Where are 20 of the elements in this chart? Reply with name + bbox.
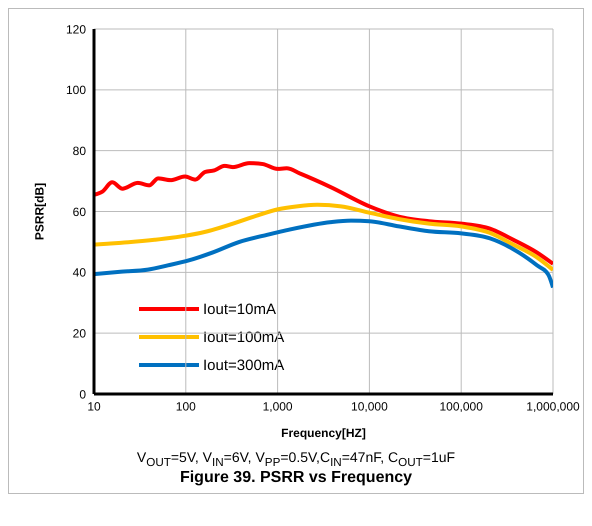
- text: V$_{OUT}$=5V, V$_{IN}$=6V, V$_{PP}$=0.5V,C$_{IN}$=47nF, C$_{OUT}$=1uF: [136, 449, 456, 469]
- x-tick-label: 100: [176, 400, 196, 414]
- x-tick-label: 1,000,000: [526, 400, 580, 414]
- legend-label: Iout=100mA: [203, 328, 284, 346]
- y-tick-label: 80: [72, 144, 86, 158]
- x-axis-title: Frequency[HZ]: [281, 426, 366, 440]
- x-tick-label: 1,000: [262, 400, 293, 414]
- x-tick-label: 100,000: [440, 400, 484, 414]
- y-tick-label: 40: [72, 266, 86, 280]
- legend-label: Iout=300mA: [203, 356, 284, 374]
- y-tick-label: 60: [72, 204, 86, 219]
- y-tick-label: 0: [79, 387, 86, 402]
- y-tick-label: 20: [72, 326, 86, 340]
- x-tick-label: 10: [87, 400, 101, 414]
- y-tick-label: 120: [66, 22, 86, 36]
- legend-label: Iout=10mA: [203, 300, 276, 318]
- text: Figure 39. PSRR vs Frequency: [178, 468, 414, 488]
- y-tick-label: 100: [66, 83, 86, 98]
- y-axis-title: PSRR[dB]: [32, 182, 46, 240]
- x-tick-label: 10,000: [351, 400, 388, 414]
